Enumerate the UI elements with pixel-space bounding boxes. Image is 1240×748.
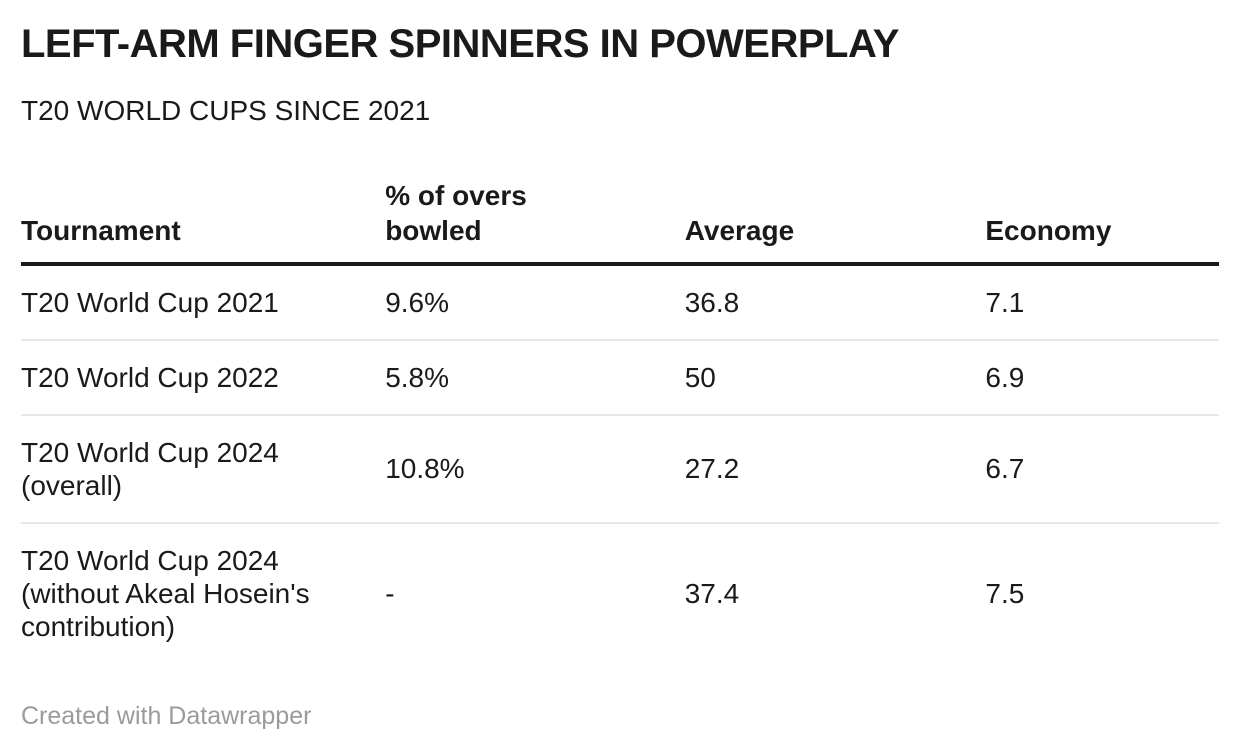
column-header-economy: Economy (985, 177, 1219, 266)
cell-average: 37.4 (684, 577, 740, 609)
table-row: T20 World Cup 2022 5.8% 50 6.9 (21, 339, 1219, 416)
table-header-row: Tournament % of overs bowled Average Eco… (21, 177, 1219, 266)
datawrapper-credit-link[interactable]: Created with Datawrapper (21, 701, 312, 730)
data-table: Tournament % of overs bowled Average Eco… (21, 177, 1219, 663)
table-row: T20 World Cup 2021 9.6% 36.8 7.1 (21, 263, 1219, 341)
table-body: T20 World Cup 2021 9.6% 36.8 7.1 T20 World C… (21, 263, 1219, 663)
cell-overs-pct: 10.8% (385, 414, 685, 524)
column-header-tournament: Tournament (21, 177, 386, 266)
table-row: T20 World Cup 2024 (without Akeal Hosein… (21, 523, 1219, 663)
table-row: T20 World Cup 2024 (overall) 10.8% 27.2 6.7 (21, 414, 1219, 524)
cell-average: 36.8 (684, 263, 986, 341)
cell-economy: 7.5 (985, 577, 1025, 609)
cell-overs-pct: - (385, 577, 395, 609)
cell-overs-pct: 9.6% (385, 263, 685, 341)
page-title: LEFT-ARM FINGER SPINNERS IN POWERPLAY (21, 22, 899, 66)
cell-tournament: T20 World Cup 2022 (21, 339, 386, 416)
column-header-average: Average (684, 177, 986, 266)
cell-overs-pct: 5.8% (385, 339, 685, 416)
cell-average: 27.2 (684, 414, 986, 524)
cell-economy: 6.9 (985, 339, 1219, 416)
cell-average: 50 (684, 339, 986, 416)
cell-economy: 7.1 (985, 263, 1219, 341)
cell-tournament: T20 World Cup 2021 (21, 263, 386, 341)
cell-economy: 6.7 (985, 414, 1219, 524)
cell-tournament: T20 World Cup 2024 (overall) (21, 414, 386, 524)
cell-tournament: T20 World Cup 2024 (without Akeal Hosein… (21, 544, 310, 642)
column-header-overs-pct: % of overs bowled (385, 177, 685, 266)
page-subtitle: T20 WORLD CUPS SINCE 2021 (21, 95, 431, 126)
